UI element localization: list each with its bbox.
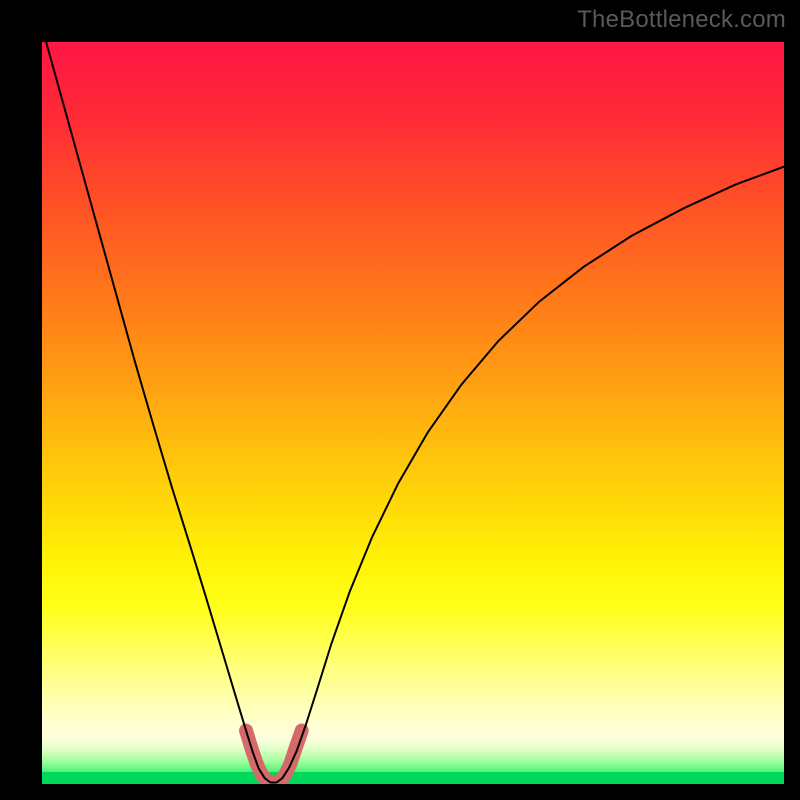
plot-area [42,42,784,784]
curve-layer [42,42,784,784]
bottleneck-curve-path [42,42,784,783]
chart-stage: TheBottleneck.com [0,0,800,800]
watermark-text: TheBottleneck.com [577,6,786,34]
